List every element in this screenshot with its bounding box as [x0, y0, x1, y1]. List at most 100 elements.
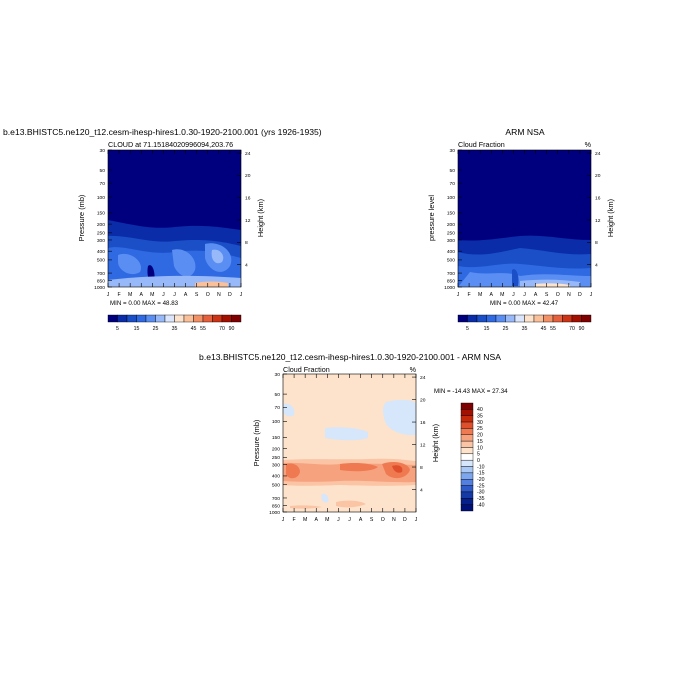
- xtick-label: J: [240, 292, 243, 298]
- panel-obs-subtitle: Cloud Fraction: [458, 140, 505, 149]
- ytick-label: 500: [272, 483, 280, 489]
- xtick-label: J: [415, 517, 418, 523]
- band-bg: [283, 374, 416, 512]
- colorbar-swatch: [117, 314, 128, 323]
- colorbar-swatch: [460, 402, 474, 410]
- ytick-label: 1000: [444, 285, 455, 291]
- ytick-label: 250: [97, 231, 105, 237]
- xtick-label: F: [117, 292, 120, 298]
- colorbar-swatch: [460, 498, 474, 505]
- colorbar-swatch: [460, 459, 474, 467]
- xtick-label: F: [292, 517, 295, 523]
- colorbar-label: 5: [466, 326, 469, 332]
- colorbar-label: 5: [477, 452, 480, 458]
- blob-pos-1: [286, 463, 300, 479]
- panel-diff-subtitle: Cloud Fraction: [283, 365, 330, 374]
- ytick-label: 700: [447, 271, 455, 277]
- colorbar-label: 25: [477, 426, 483, 432]
- colorbar-label: -40: [477, 502, 485, 508]
- colorbar-swatch: [174, 314, 185, 323]
- ytick-label: 500: [447, 258, 455, 264]
- ytick-right-label: 8: [595, 240, 598, 246]
- panel-obs: ARM NSA Cloud Fraction % 30 50 70 100 150 200…: [427, 127, 615, 332]
- xtick-label: J: [337, 517, 340, 523]
- ytick-label: 300: [272, 462, 280, 468]
- colorbar-swatch: [581, 314, 592, 323]
- ytick-label: 400: [447, 249, 455, 255]
- heatmap-diff: [283, 374, 416, 512]
- blob-pos-6: [290, 505, 322, 509]
- blob-neg-1: [283, 403, 295, 417]
- xtick-label: A: [359, 517, 363, 523]
- blob-1: [118, 253, 141, 275]
- ytick-label: 400: [97, 249, 105, 255]
- ylabel-diff: Pressure (mb): [252, 420, 261, 467]
- blob-1: [512, 269, 519, 286]
- panel-obs-units: %: [585, 140, 592, 149]
- ytick-right-label: 12: [420, 442, 426, 448]
- yticks-right-diff: 24 20 16 12 8 4: [412, 375, 426, 493]
- colorbar-swatch: [571, 314, 582, 323]
- colorbar-label: -20: [477, 477, 485, 483]
- colorbar-label: 90: [229, 326, 235, 332]
- colorbar-label: 15: [484, 326, 490, 332]
- ytick-label: 30: [275, 372, 281, 378]
- colorbar-label: -35: [477, 496, 485, 502]
- colorbar-swatch: [476, 314, 487, 323]
- colorbar-obs: 5 15 25 35 45 55 70 90: [457, 314, 592, 332]
- xtick-label: A: [140, 292, 144, 298]
- colorbar-swatch: [524, 314, 535, 323]
- xtick-label: J: [282, 517, 285, 523]
- ytick-label: 200: [447, 222, 455, 228]
- colorbar-swatch: [155, 314, 166, 323]
- panel-model-title: b.e13.BHISTC5.ne120_t12.cesm-ihesp-hires…: [3, 127, 322, 137]
- colorbar-swatch: [460, 409, 474, 416]
- panel-diff: b.e13.BHISTC5.ne120_t12.cesm-ihesp-hires…: [199, 352, 508, 523]
- colorbar-swatch: [467, 314, 478, 323]
- ytick-label: 200: [97, 222, 105, 228]
- blob-neg-3: [383, 399, 416, 436]
- xtick-label: D: [578, 292, 582, 298]
- panel-model-subtitle: CLOUD at 71.15184020996094,203.76: [108, 140, 233, 149]
- colorbar-label: 70: [569, 326, 575, 332]
- ytick-right-label: 20: [595, 173, 601, 179]
- ytick-right-label: 4: [595, 262, 598, 268]
- colorbar-label: -15: [477, 471, 485, 477]
- xtick-label: S: [545, 292, 549, 298]
- panel-diff-units: %: [410, 365, 417, 374]
- colorbar-swatch: [562, 314, 573, 323]
- colorbar-swatch: [460, 421, 474, 429]
- colorbar-label: 30: [477, 420, 483, 426]
- colorbar-label: -25: [477, 483, 485, 489]
- blob-2: [172, 249, 196, 277]
- colorbar-label: 0: [477, 458, 480, 464]
- xtick-label: O: [381, 517, 385, 523]
- ylabel-right-diff: Height (km): [431, 424, 440, 462]
- xtick-label: A: [184, 292, 188, 298]
- ytick-label: 70: [275, 405, 281, 411]
- colorbar-swatch: [145, 314, 156, 323]
- colorbar-label: 25: [153, 326, 159, 332]
- colorbar-swatch: [486, 314, 497, 323]
- xtick-label: M: [500, 292, 504, 298]
- colorbar-swatch: [460, 466, 474, 474]
- colorbar-swatch: [460, 447, 474, 455]
- blob-neg-2: [325, 427, 368, 441]
- ytick-right-label: 16: [595, 195, 601, 201]
- colorbar-swatch: [164, 314, 175, 323]
- xtick-label: O: [556, 292, 560, 298]
- ytick-label: 200: [272, 446, 280, 452]
- xtick-label: A: [315, 517, 319, 523]
- colorbar-label: 35: [172, 326, 178, 332]
- ytick-label: 850: [97, 278, 105, 284]
- xtick-label: M: [303, 517, 307, 523]
- xtick-label: J: [107, 292, 110, 298]
- ytick-label: 150: [272, 435, 280, 441]
- colorbar-label: -10: [477, 464, 485, 470]
- xtick-label: N: [567, 292, 571, 298]
- colorbar-swatch: [552, 314, 563, 323]
- ytick-right-label: 24: [245, 151, 251, 157]
